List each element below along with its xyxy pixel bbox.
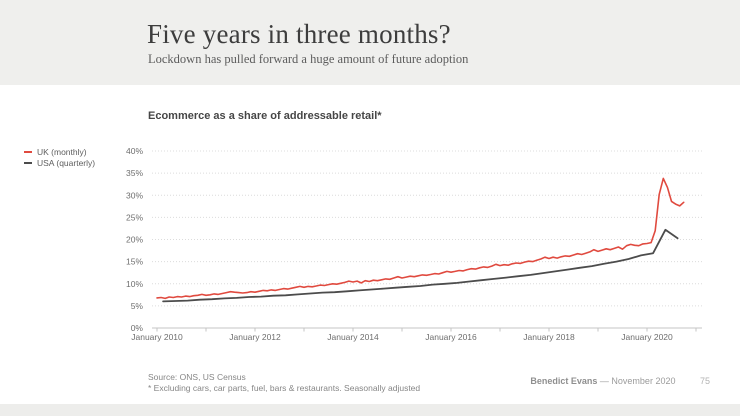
source-line-2: * Excluding cars, car parts, fuel, bars … [148,383,421,393]
series-line-uk-monthly [156,177,685,300]
x-tick-label: January 2020 [621,332,673,342]
y-tick-label: 25% [126,212,143,222]
x-tick-label: January 2010 [131,332,183,342]
y-tick-label: 20% [126,235,143,245]
page-subtitle: Lockdown has pulled forward a huge amoun… [148,52,469,66]
y-tick-label: 15% [126,257,143,267]
y-tick-label: 0% [131,323,144,333]
usa-line-swatch [24,161,32,164]
legend-item-uk: UK (monthly) [24,146,95,157]
y-tick-label: 5% [131,301,144,311]
header-band: Five years in three months? Lockdown has… [0,0,740,85]
series-line-usa-quarterly [162,228,679,303]
footer-credit: Benedict Evans — November 2020 75 [530,376,710,386]
source-line-1: Source: ONS, US Census [148,372,246,382]
x-tick-label: January 2012 [229,332,281,342]
uk-line-swatch [24,150,32,153]
line-chart: 0% 5% 10% 15% 20% 25% 30% 35% 40% January 2010 Jan… [126,146,702,342]
x-tick-label: January 2014 [327,332,379,342]
chart-legend: UK (monthly) USA (quarterly) [24,146,95,168]
legend-label-uk: UK (monthly) [37,146,87,157]
bottom-band [0,404,740,416]
legend-item-usa: USA (quarterly) [24,157,95,168]
x-tick-label: January 2016 [425,332,477,342]
y-tick-label: 40% [126,146,143,156]
y-tick-label: 30% [126,190,143,200]
author-name: Benedict Evans [530,376,598,386]
y-tick-label: 35% [126,168,143,178]
chart-title: Ecommerce as a share of addressable reta… [148,110,382,122]
x-tick-label: January 2018 [523,332,575,342]
y-tick-label: 10% [126,279,143,289]
page-number: 75 [699,376,710,386]
page-title: Five years in three months? [147,19,451,49]
source-note: Source: ONS, US Census * Excluding cars,… [148,372,420,394]
footer-date: — November 2020 [599,376,676,386]
legend-label-usa: USA (quarterly) [37,157,96,168]
